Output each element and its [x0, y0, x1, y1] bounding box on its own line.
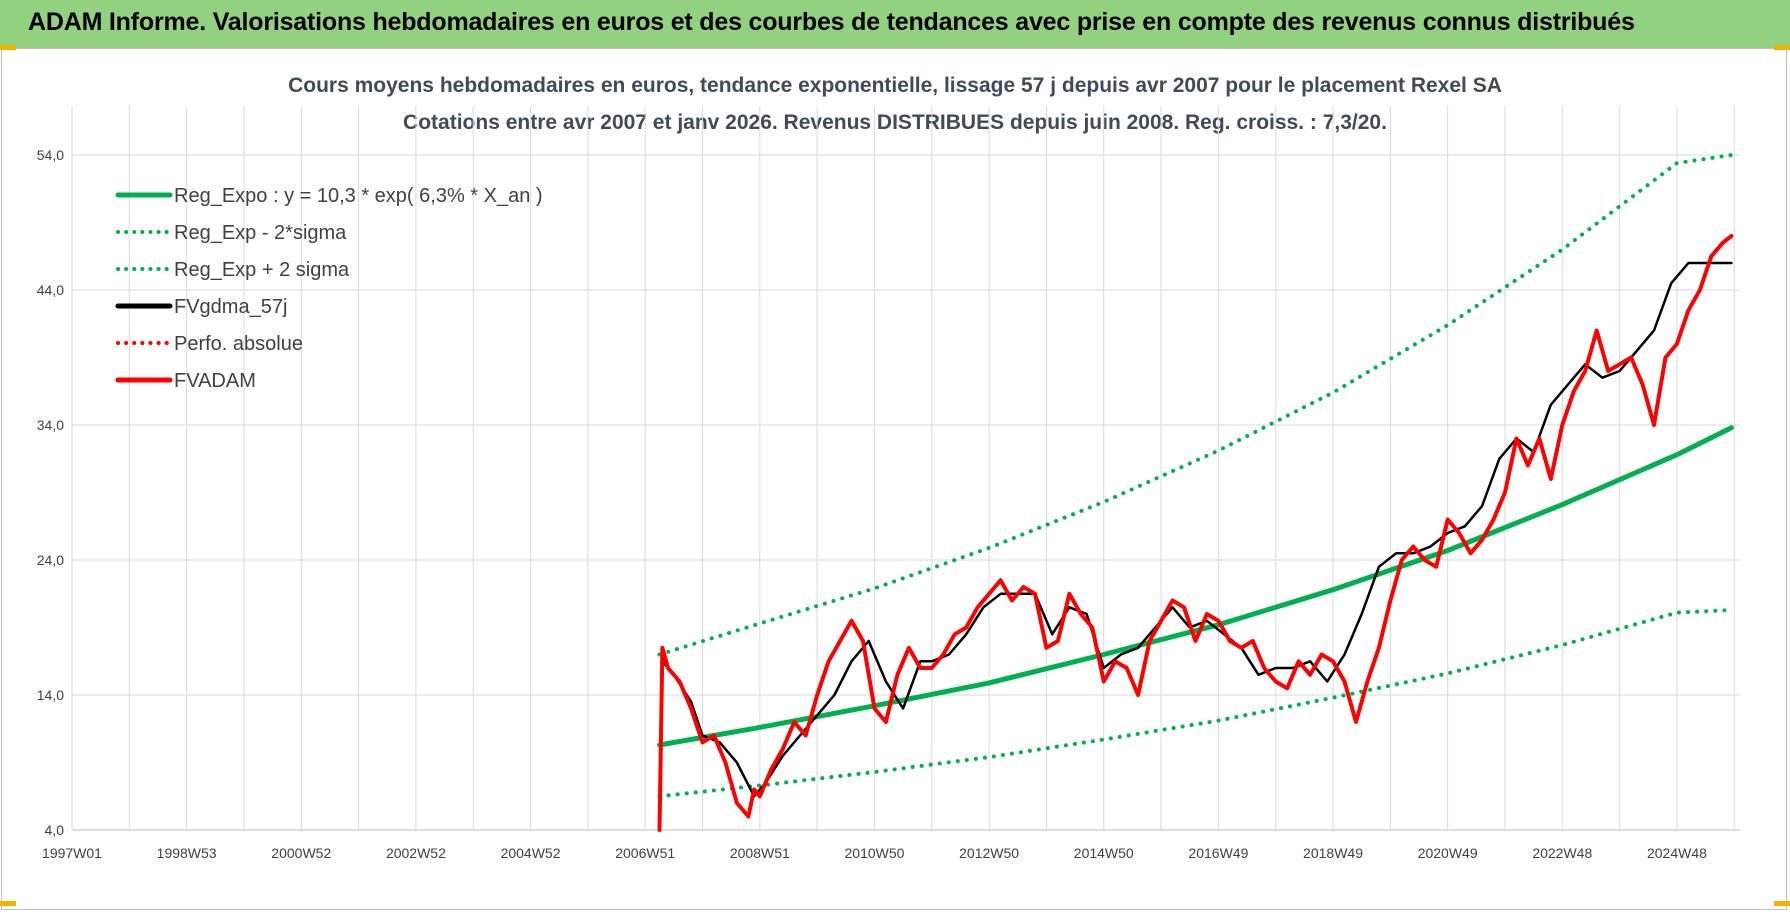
x-tick-label: 2016W49	[1188, 845, 1248, 861]
x-tick-label: 2022W48	[1532, 845, 1592, 861]
y-tick-label: 44,0	[37, 282, 64, 298]
y-tick-label: 4,0	[45, 822, 65, 838]
x-tick-label: 2012W50	[959, 845, 1019, 861]
x-tick-label: 1997W01	[42, 845, 102, 861]
y-tick-label: 24,0	[37, 552, 64, 568]
y-tick-label: 14,0	[37, 687, 64, 703]
series-line-0	[657, 425, 1734, 748]
legend-label-3: FVgdma_57j	[174, 296, 287, 318]
y-tick-label: 34,0	[37, 417, 64, 433]
corner-marker-bottom-right	[1774, 901, 1790, 906]
legend-label-5: FVADAM	[174, 370, 256, 392]
series-layer	[657, 153, 1734, 832]
axes: 4,0 14,0 24,0 34,0 44,0 54,0 1997W01 1998W53 200…	[37, 147, 1740, 861]
x-tick-label: 1998W53	[157, 845, 217, 861]
x-tick-label: 2024W48	[1647, 845, 1707, 861]
corner-marker-top-right	[1774, 45, 1790, 50]
series-line-4	[657, 234, 1734, 832]
x-tick-label: 2000W52	[271, 845, 331, 861]
x-tick-label: 2006W51	[615, 845, 675, 861]
legend-label-4: Perfo. absolue	[174, 333, 303, 355]
x-tick-label: 2020W49	[1418, 845, 1478, 861]
y-tick-label: 54,0	[37, 147, 64, 163]
grid	[71, 106, 1740, 831]
x-tick-label: 2010W50	[845, 845, 905, 861]
legend-label-2: Reg_Exp + 2 sigma	[174, 259, 350, 281]
legend-label-1: Reg_Exp - 2*sigma	[174, 222, 347, 244]
corner-marker-bottom-left	[0, 901, 16, 906]
corner-marker-top-left	[0, 45, 16, 50]
report-header: ADAM Informe. Valorisations hebdomadaire…	[0, 0, 1790, 49]
x-tick-label: 2008W51	[730, 845, 790, 861]
chart-frame	[1, 48, 1787, 910]
series-line-1	[657, 608, 1734, 799]
x-tick-label: 2014W50	[1074, 845, 1134, 861]
x-tick-label: 2002W52	[386, 845, 446, 861]
legend: Reg_Expo : y = 10,3 * exp( 6,3% * X_an )…	[115, 185, 543, 392]
chart-subtitle: Cotations entre avr 2007 et janv 2026. R…	[403, 111, 1387, 134]
report-title: ADAM Informe. Valorisations hebdomadaire…	[28, 8, 1635, 36]
x-tick-label: 2018W49	[1303, 845, 1363, 861]
chart-title: Cours moyens hebdomadaires en euros, ten…	[288, 74, 1502, 97]
legend-label-0: Reg_Expo : y = 10,3 * exp( 6,3% * X_an )	[174, 185, 543, 207]
x-tick-label: 2004W52	[501, 845, 561, 861]
